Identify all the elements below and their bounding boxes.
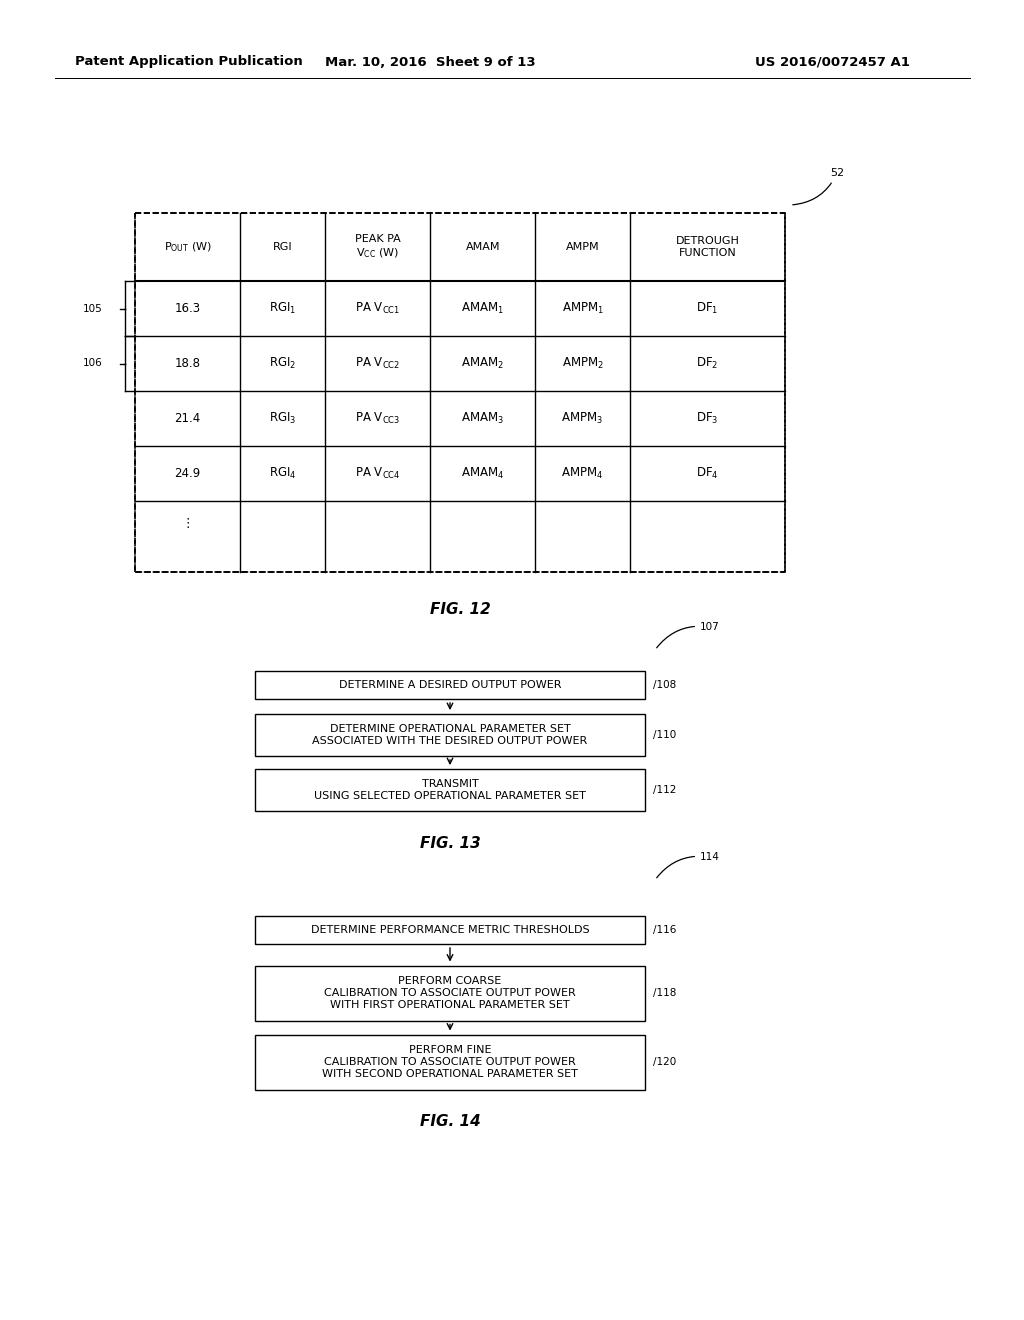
- Text: 114: 114: [656, 851, 720, 878]
- Text: $\mathdefault{AMAM_1}$: $\mathdefault{AMAM_1}$: [461, 301, 504, 315]
- Text: PA $\mathdefault{V_{CC2}}$: PA $\mathdefault{V_{CC2}}$: [355, 356, 400, 371]
- Text: PERFORM FINE
CALIBRATION TO ASSOCIATE OUTPUT POWER
WITH SECOND OPERATIONAL PARAM: PERFORM FINE CALIBRATION TO ASSOCIATE OU…: [323, 1044, 578, 1080]
- Text: PERFORM COARSE
CALIBRATION TO ASSOCIATE OUTPUT POWER
WITH FIRST OPERATIONAL PARA: PERFORM COARSE CALIBRATION TO ASSOCIATE …: [325, 975, 575, 1010]
- Text: Patent Application Publication: Patent Application Publication: [75, 55, 303, 69]
- Text: $\mathdefault{RGI_2}$: $\mathdefault{RGI_2}$: [269, 356, 296, 371]
- Text: AMAM: AMAM: [466, 242, 500, 252]
- Text: $\mathdefault{AMAM_3}$: $\mathdefault{AMAM_3}$: [461, 411, 504, 426]
- Text: PA $\mathdefault{V_{CC3}}$: PA $\mathdefault{V_{CC3}}$: [355, 411, 400, 426]
- Text: $\mathdefault{DF_3}$: $\mathdefault{DF_3}$: [696, 411, 719, 426]
- Text: 107: 107: [656, 622, 720, 648]
- Text: PA $\mathdefault{V_{CC4}}$: PA $\mathdefault{V_{CC4}}$: [354, 466, 400, 480]
- Text: $\mathdefault{RGI_1}$: $\mathdefault{RGI_1}$: [269, 301, 296, 315]
- Text: PA $\mathdefault{V_{CC1}}$: PA $\mathdefault{V_{CC1}}$: [355, 301, 400, 315]
- Text: $\mathdefault{AMPM_3}$: $\mathdefault{AMPM_3}$: [561, 411, 603, 426]
- Text: $\mathdefault{AMAM_2}$: $\mathdefault{AMAM_2}$: [461, 356, 504, 371]
- Text: /110: /110: [653, 730, 676, 741]
- Text: 16.3: 16.3: [174, 302, 201, 315]
- Text: $\mathdefault{RGI_3}$: $\mathdefault{RGI_3}$: [269, 411, 296, 426]
- Text: DETERMINE PERFORMANCE METRIC THRESHOLDS: DETERMINE PERFORMANCE METRIC THRESHOLDS: [310, 925, 590, 935]
- Bar: [255, 1035, 645, 1089]
- Text: US 2016/0072457 A1: US 2016/0072457 A1: [755, 55, 910, 69]
- Text: $\mathdefault{AMPM_2}$: $\mathdefault{AMPM_2}$: [561, 356, 603, 371]
- Text: $\mathdefault{RGI_4}$: $\mathdefault{RGI_4}$: [268, 466, 296, 480]
- Text: $\mathdefault{DF_2}$: $\mathdefault{DF_2}$: [696, 356, 719, 371]
- Text: 24.9: 24.9: [174, 467, 201, 480]
- Text: $\mathdefault{AMPM_1}$: $\mathdefault{AMPM_1}$: [561, 301, 603, 315]
- Text: DETERMINE OPERATIONAL PARAMETER SET
ASSOCIATED WITH THE DESIRED OUTPUT POWER: DETERMINE OPERATIONAL PARAMETER SET ASSO…: [312, 723, 588, 746]
- Text: TRANSMIT
USING SELECTED OPERATIONAL PARAMETER SET: TRANSMIT USING SELECTED OPERATIONAL PARA…: [314, 779, 586, 801]
- Bar: [255, 770, 645, 810]
- Bar: [255, 916, 645, 944]
- Text: AMPM: AMPM: [565, 242, 599, 252]
- Text: FIG. 13: FIG. 13: [420, 836, 480, 851]
- Text: $\mathdefault{P_{OUT}}$ (W): $\mathdefault{P_{OUT}}$ (W): [164, 240, 212, 253]
- Text: /112: /112: [653, 785, 677, 795]
- Bar: [255, 965, 645, 1020]
- Text: DETROUGH
FUNCTION: DETROUGH FUNCTION: [676, 236, 739, 259]
- Text: 105: 105: [83, 304, 103, 314]
- Bar: [255, 671, 645, 700]
- Bar: [255, 714, 645, 756]
- Bar: [135, 213, 785, 572]
- Text: /108: /108: [653, 680, 676, 690]
- Text: $\mathdefault{AMPM_4}$: $\mathdefault{AMPM_4}$: [561, 466, 604, 480]
- Text: $\mathdefault{AMAM_4}$: $\mathdefault{AMAM_4}$: [461, 466, 505, 480]
- Text: /120: /120: [653, 1057, 676, 1067]
- Text: DETERMINE A DESIRED OUTPUT POWER: DETERMINE A DESIRED OUTPUT POWER: [339, 680, 561, 690]
- Text: $\mathdefault{DF_1}$: $\mathdefault{DF_1}$: [696, 301, 719, 315]
- Text: /118: /118: [653, 987, 677, 998]
- Text: RGI: RGI: [272, 242, 293, 252]
- Text: FIG. 14: FIG. 14: [420, 1114, 480, 1130]
- Text: 21.4: 21.4: [174, 412, 201, 425]
- Text: /116: /116: [653, 925, 677, 935]
- Text: 18.8: 18.8: [175, 356, 201, 370]
- Text: FIG. 12: FIG. 12: [430, 602, 490, 616]
- Text: Mar. 10, 2016  Sheet 9 of 13: Mar. 10, 2016 Sheet 9 of 13: [325, 55, 536, 69]
- Text: PEAK PA
$\mathdefault{V_{CC}}$ (W): PEAK PA $\mathdefault{V_{CC}}$ (W): [354, 234, 400, 260]
- Text: $\mathdefault{DF_4}$: $\mathdefault{DF_4}$: [696, 466, 719, 480]
- Text: ⋮: ⋮: [181, 517, 194, 531]
- Text: 106: 106: [83, 359, 103, 368]
- Text: 52: 52: [793, 168, 844, 205]
